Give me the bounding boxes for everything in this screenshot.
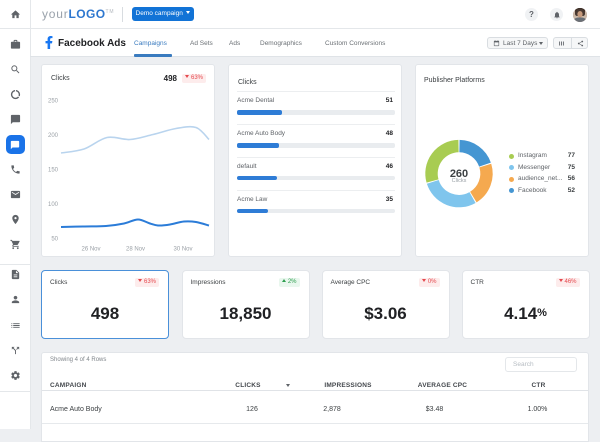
svg-text:150: 150 xyxy=(48,168,59,174)
svg-text:28 Nov: 28 Nov xyxy=(126,247,145,253)
svg-text:100: 100 xyxy=(48,202,59,208)
svg-text:Clicks: Clicks xyxy=(452,178,467,184)
svg-text:250: 250 xyxy=(48,99,59,105)
svg-text:50: 50 xyxy=(51,237,58,243)
svg-text:200: 200 xyxy=(48,133,59,139)
svg-text:260: 260 xyxy=(450,168,468,180)
svg-text:30 Nov: 30 Nov xyxy=(173,247,192,253)
svg-text:26 Nov: 26 Nov xyxy=(81,247,100,253)
